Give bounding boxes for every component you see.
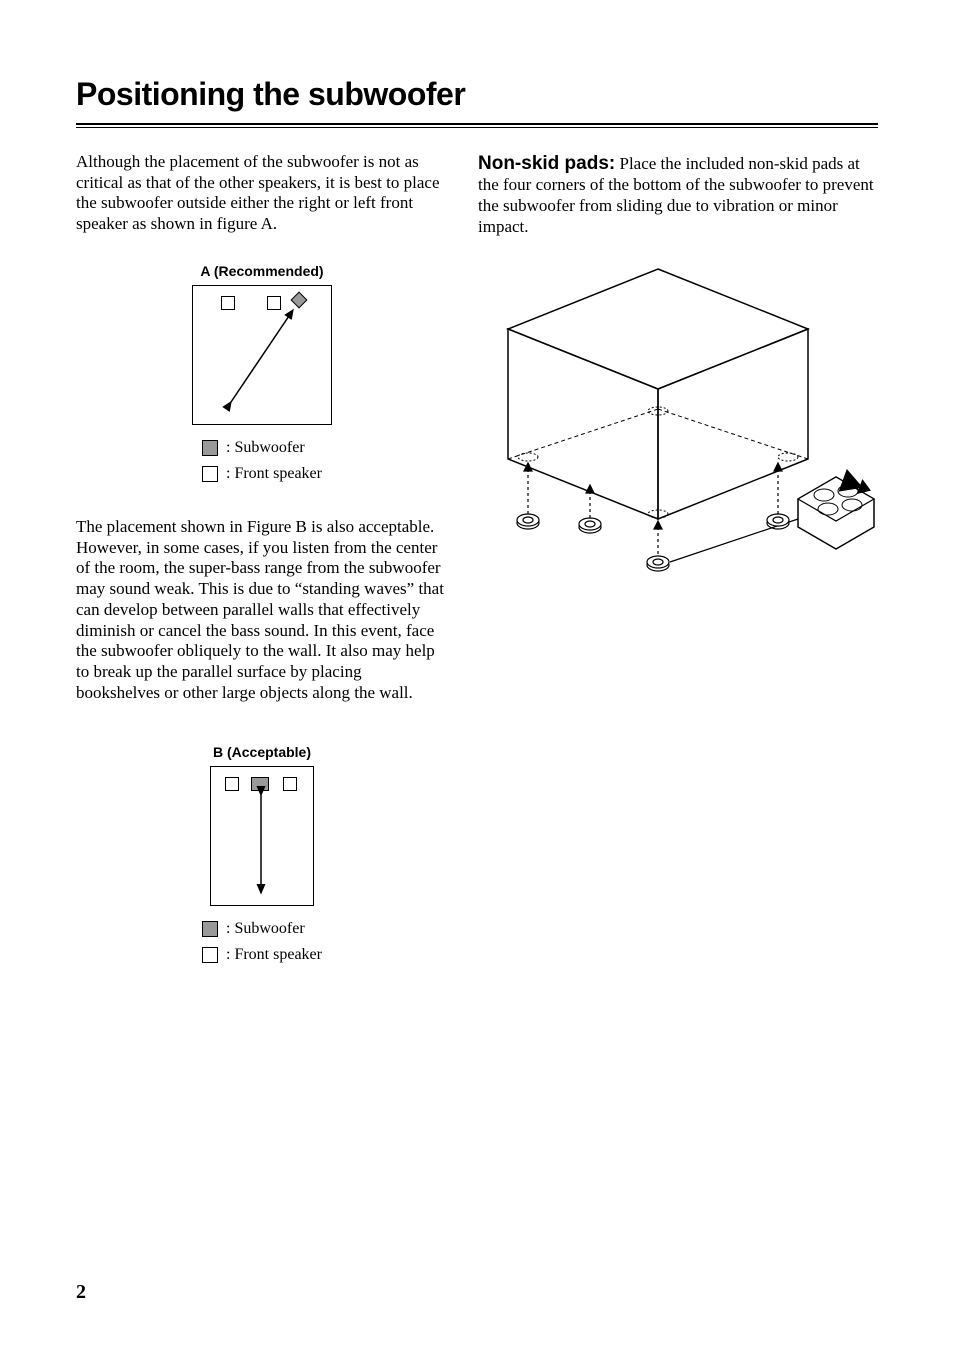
legend-subwoofer-label: : Subwoofer — [226, 439, 305, 457]
subwoofer-swatch-icon — [202, 440, 218, 456]
para-standing-waves: The placement shown in Figure B is also … — [76, 517, 448, 704]
figure-b-room — [210, 766, 314, 906]
page-number: 2 — [76, 1281, 86, 1304]
page-title: Positioning the subwoofer — [76, 76, 878, 119]
right-column: Non-skid pads: Place the included non-sk… — [478, 152, 878, 964]
legend-subwoofer-label: : Subwoofer — [226, 920, 305, 938]
nonskid-paragraph: Non-skid pads: Place the included non-sk… — [478, 152, 878, 237]
figure-a-room — [192, 285, 332, 425]
legend-front: : Front speaker — [202, 465, 322, 483]
intro-paragraph: Although the placement of the subwoofer … — [76, 152, 448, 235]
nonskid-subhead: Non-skid pads: — [478, 153, 615, 174]
legend-front-label: : Front speaker — [226, 946, 322, 964]
legend-front: : Front speaker — [202, 946, 322, 964]
figure-b-caption: B (Acceptable) — [213, 744, 311, 760]
figure-a-caption: A (Recommended) — [200, 263, 323, 279]
legend-subwoofer: : Subwoofer — [202, 920, 322, 938]
front-speaker-swatch-icon — [202, 947, 218, 963]
figure-b-legend: : Subwoofer : Front speaker — [202, 920, 322, 964]
nonskid-diagram — [478, 259, 878, 589]
subwoofer-isometric-icon — [478, 259, 878, 589]
legend-subwoofer: : Subwoofer — [202, 439, 322, 457]
title-rule — [76, 123, 878, 128]
content-columns: Although the placement of the subwoofer … — [76, 152, 878, 964]
legend-front-label: : Front speaker — [226, 465, 322, 483]
figure-a: A (Recommended) : Subwoofer — [76, 263, 448, 483]
figure-b: B (Acceptable) : Subwoofer — [76, 744, 448, 964]
figure-a-arrow — [193, 286, 333, 426]
front-speaker-swatch-icon — [202, 466, 218, 482]
subwoofer-swatch-icon — [202, 921, 218, 937]
figure-b-arrow — [211, 767, 315, 907]
left-column: Although the placement of the subwoofer … — [76, 152, 448, 964]
figure-a-legend: : Subwoofer : Front speaker — [202, 439, 322, 483]
